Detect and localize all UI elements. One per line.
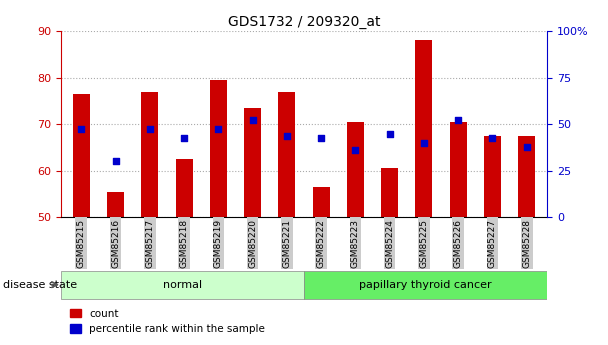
Text: GSM85225: GSM85225: [420, 219, 429, 268]
Text: GSM85222: GSM85222: [317, 219, 326, 268]
Point: [454, 117, 463, 122]
Text: disease state: disease state: [3, 280, 77, 289]
Text: GSM85227: GSM85227: [488, 219, 497, 268]
Text: GSM85228: GSM85228: [522, 219, 531, 268]
Text: GSM85221: GSM85221: [282, 219, 291, 268]
Text: GSM85217: GSM85217: [145, 219, 154, 268]
Point: [145, 126, 154, 131]
Bar: [107, 192, 124, 217]
Bar: [73, 94, 90, 217]
Text: GSM85226: GSM85226: [454, 219, 463, 268]
Bar: [176, 159, 193, 217]
Point: [111, 159, 120, 164]
Text: GSM85218: GSM85218: [179, 219, 188, 268]
Bar: [415, 40, 432, 217]
Point: [77, 126, 86, 131]
Point: [247, 117, 257, 122]
Bar: [210, 80, 227, 217]
FancyBboxPatch shape: [61, 270, 304, 298]
Point: [488, 135, 497, 141]
Bar: [381, 168, 398, 217]
Bar: [484, 136, 501, 217]
Bar: [449, 122, 467, 217]
Text: GSM85216: GSM85216: [111, 219, 120, 268]
Point: [419, 140, 429, 146]
Bar: [518, 136, 535, 217]
Text: GSM85220: GSM85220: [248, 219, 257, 268]
Text: GSM85219: GSM85219: [214, 219, 223, 268]
Text: GSM85224: GSM85224: [385, 219, 394, 268]
Point: [385, 131, 395, 136]
Bar: [244, 108, 261, 217]
Title: GDS1732 / 209320_at: GDS1732 / 209320_at: [228, 14, 380, 29]
Text: papillary thyroid cancer: papillary thyroid cancer: [359, 280, 492, 289]
Text: GSM85215: GSM85215: [77, 219, 86, 268]
Point: [351, 147, 361, 152]
Legend: count, percentile rank within the sample: count, percentile rank within the sample: [66, 305, 269, 338]
Point: [522, 145, 531, 150]
Point: [282, 133, 292, 139]
Point: [213, 126, 223, 131]
Point: [179, 135, 189, 141]
Bar: [278, 91, 295, 217]
Bar: [141, 91, 159, 217]
FancyBboxPatch shape: [304, 270, 547, 298]
Text: GSM85223: GSM85223: [351, 219, 360, 268]
Point: [316, 135, 326, 141]
Text: normal: normal: [163, 280, 202, 289]
Bar: [347, 122, 364, 217]
Bar: [313, 187, 330, 217]
